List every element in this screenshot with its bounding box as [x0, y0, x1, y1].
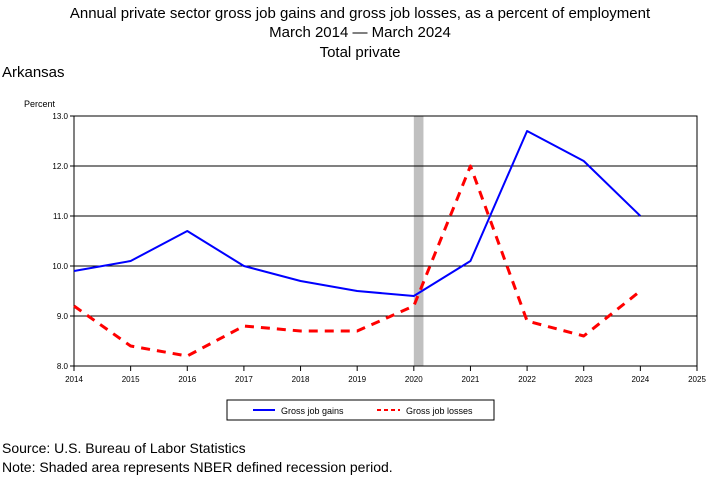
x-tick-label: 2018: [292, 375, 310, 384]
plot-frame: [73, 115, 698, 367]
x-tick-label: 2014: [65, 375, 83, 384]
y-tick-label: 11.0: [53, 212, 69, 221]
legend-label-losses: Gross job losses: [406, 406, 473, 416]
chart-title-line3: Total private: [319, 44, 401, 61]
y-tick-label: 13.0: [52, 112, 68, 121]
series-line-gross-job-losses: [73, 164, 642, 358]
x-tick-label: 2025: [688, 375, 706, 384]
x-tick-label: 2017: [235, 375, 253, 384]
x-tick-label: 2023: [575, 375, 593, 384]
recession-band-layer: [413, 116, 424, 366]
y-tick-label: 8.0: [57, 362, 69, 371]
legend-label-gains: Gross job gains: [281, 406, 344, 416]
y-tick-label: 10.0: [52, 262, 68, 271]
legend: Gross job gains Gross job losses: [226, 399, 495, 421]
recession-band: [413, 116, 424, 366]
source-note: Source: U.S. Bureau of Labor Statistics: [2, 440, 246, 456]
recession-note: Note: Shaded area represents NBER define…: [2, 459, 393, 475]
region-label: Arkansas: [2, 64, 65, 81]
x-tick-label: 2020: [405, 375, 423, 384]
x-tick-label: 2015: [122, 375, 140, 384]
series-layer: [73, 130, 642, 358]
x-tick-label: 2021: [462, 375, 480, 384]
chart-title-line2: March 2014 — March 2024: [269, 24, 451, 41]
tick-layer: 8.0 9.0 10.0 11.0 12.0 13.0 2014 2015 2016 2017 20…: [52, 112, 706, 384]
x-tick-label: 2024: [631, 375, 649, 384]
chart-title-line1: Annual private sector gross job gains an…: [69, 5, 651, 22]
legend-box: [226, 399, 495, 421]
y-tick-label: 9.0: [57, 312, 69, 321]
series-line-gross-job-gains: [73, 130, 642, 297]
line-chart: 8.0 9.0 10.0 11.0 12.0 13.0 2014 2015 2016 2017 20…: [24, 99, 706, 421]
x-tick-label: 2022: [518, 375, 536, 384]
y-tick-label: 12.0: [52, 162, 68, 171]
y-axis-label: Percent: [24, 99, 56, 109]
x-tick-label: 2016: [178, 375, 196, 384]
x-tick-label: 2019: [348, 375, 366, 384]
